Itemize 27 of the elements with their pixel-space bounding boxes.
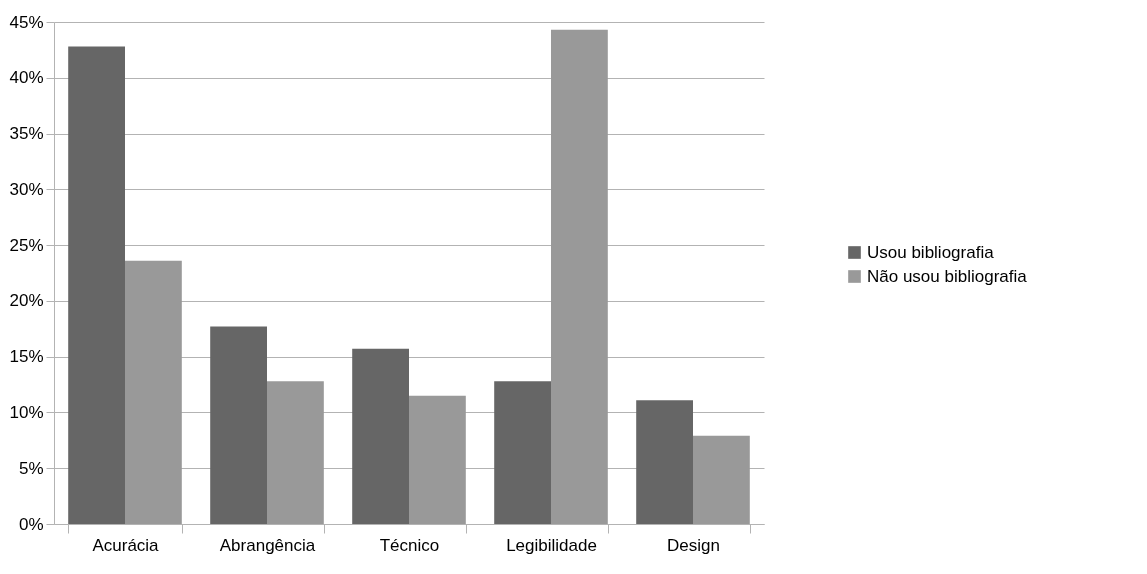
bar [125,260,182,524]
y-tick-label: 10% [9,402,44,422]
bar [352,348,409,524]
y-tick-label: 30% [9,179,44,199]
y-tick-label: 15% [9,347,44,367]
x-tick-label: Legibilidade [506,535,597,555]
x-tick-label: Técnico [379,535,440,555]
y-tick-label: 40% [9,68,44,88]
legend-label: Não usou bibliografia [867,266,1028,286]
bar [210,326,267,524]
y-tick-label: 45% [9,12,44,32]
y-tick-label: 35% [9,124,44,144]
x-tick-label: Abrangência [219,535,316,555]
bar [693,435,750,524]
legend-label: Usou bibliografia [867,242,995,262]
y-tick-label: 0% [18,514,44,534]
y-tick-label: 5% [18,458,44,478]
y-tick-label: 25% [9,235,44,255]
y-tick-label: 20% [9,291,44,311]
x-tick-label: Design [667,535,720,555]
bar [494,381,551,524]
bar [68,46,125,524]
bar [636,400,693,524]
bar [409,395,466,524]
bar [551,29,608,524]
x-tick-label: Acurácia [92,535,160,555]
bar [267,381,324,524]
